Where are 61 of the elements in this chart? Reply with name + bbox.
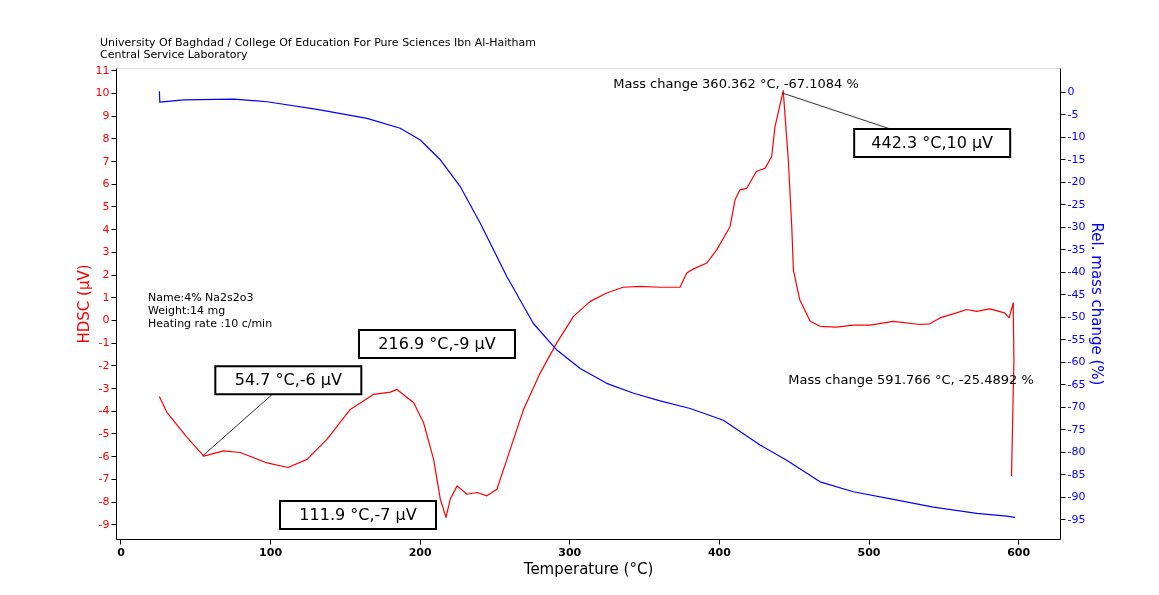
y2-tick-label: 0 (1067, 85, 1075, 99)
y2-tick-label: -20 (1067, 175, 1086, 189)
y2-tick-label: -70 (1067, 400, 1086, 414)
annotation: Heating rate :10 c/min (148, 317, 273, 330)
chart-title: University Of Baghdad / College Of Education For Pure Sciences Ibn Al-Haitham (100, 36, 537, 50)
x-tick-label: 400 (707, 545, 732, 559)
y-tick-label: 7 (102, 154, 110, 168)
y-tick-label: 9 (102, 109, 110, 123)
y2-tick-label: -5 (1067, 107, 1079, 121)
y-tick-label: 0 (102, 313, 110, 327)
y-tick-label: 3 (102, 245, 110, 259)
y2-tick-label: -85 (1067, 467, 1086, 481)
y-tick-label: 10 (95, 86, 110, 100)
y2-tick-label: -15 (1067, 152, 1086, 166)
chart-subtitle: Central Service Laboratory (100, 48, 249, 62)
y-tick-label: -5 (98, 426, 110, 440)
y-tick-label: -3 (98, 381, 110, 395)
y2-tick-label: -50 (1067, 310, 1086, 324)
y2-tick-label: -35 (1067, 242, 1086, 256)
y2-tick-label: -10 (1067, 130, 1086, 144)
y-tick-label: -4 (98, 404, 110, 418)
x-tick-label: 0 (117, 545, 126, 559)
x-tick-label: 100 (259, 545, 283, 559)
annotation: Name:4% Na2s2o3 (148, 291, 254, 304)
y-tick-label: -7 (98, 472, 110, 486)
y2-tick-label: -90 (1067, 490, 1086, 504)
y-tick-label: 4 (102, 222, 110, 236)
x-tick-label: 300 (558, 545, 582, 559)
y-tick-label: -9 (98, 517, 110, 531)
y-tick-label: 11 (95, 63, 110, 77)
y-axis-title: HDSC (µV) (74, 264, 93, 344)
annotation: 216.9 °C,-9 µV (378, 334, 496, 353)
y-tick-label: -6 (98, 449, 110, 463)
y2-tick-label: -95 (1067, 512, 1086, 526)
annotation: Mass change 360.362 °C, -67.1084 % (613, 76, 859, 91)
x-axis-title: Temperature (°C) (522, 559, 654, 578)
annotation: 111.9 °C,-7 µV (299, 505, 417, 524)
y2-tick-label: -75 (1067, 422, 1086, 436)
x-tick-label: 200 (408, 545, 433, 559)
y-tick-label: 1 (102, 290, 110, 304)
annotation: Weight:14 mg (148, 304, 226, 317)
y-tick-label: -1 (98, 336, 110, 350)
y2-tick-label: -45 (1067, 287, 1086, 301)
y2-tick-label: -55 (1067, 332, 1086, 346)
y2-axis-title: Rel. mass change (%) (1088, 222, 1107, 386)
y-tick-label: 8 (102, 131, 110, 145)
y-tick-label: 6 (102, 177, 110, 191)
y-tick-label: 2 (102, 268, 110, 282)
y2-tick-label: -65 (1067, 377, 1086, 391)
annotation: 54.7 °C,-6 µV (234, 370, 342, 390)
y2-tick-label: -40 (1067, 265, 1086, 279)
y2-tick-label: -25 (1067, 197, 1086, 211)
y2-tick-label: -80 (1067, 445, 1086, 459)
y-tick-label: 5 (102, 199, 110, 213)
x-tick-label: 500 (857, 545, 881, 559)
x-tick-label: 600 (1007, 545, 1031, 559)
y-tick-label: -8 (98, 495, 110, 509)
annotation: 442.3 °C,10 µV (871, 132, 994, 152)
y2-tick-label: -60 (1067, 355, 1086, 369)
y2-tick-label: -30 (1067, 220, 1086, 234)
y-tick-label: -2 (98, 358, 110, 372)
